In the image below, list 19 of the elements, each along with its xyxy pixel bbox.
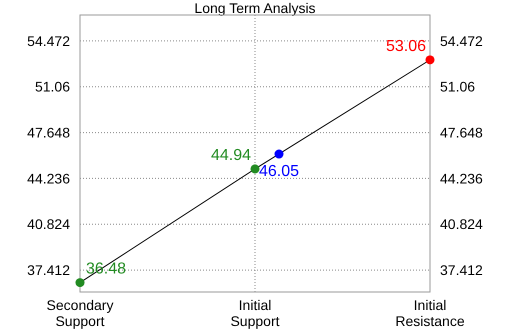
y2-tick-label: 37.412 <box>440 262 484 278</box>
x-tick-label: Secondary Support <box>46 297 114 329</box>
y2-tick-label: 51.06 <box>440 78 476 95</box>
y-tick-label: 54.472 <box>27 32 70 49</box>
y-tick-label: 44.236 <box>27 170 70 186</box>
y-tick-label: 47.648 <box>27 124 70 140</box>
y2-tick-label: 47.648 <box>440 124 484 140</box>
data-label: 53.06 <box>386 38 426 55</box>
y-tick-label: 37.412 <box>27 262 70 278</box>
y2-tick-label: 44.236 <box>440 170 484 186</box>
data-label: 46.05 <box>258 163 300 180</box>
y2-tick-label: 54.472 <box>440 32 484 49</box>
y-tick-label: 51.06 <box>34 78 70 95</box>
data-label: 44.94 <box>210 146 252 164</box>
x-tick-label: Initial Support <box>230 297 280 329</box>
chart-title: Long Term Analysis <box>194 0 316 16</box>
y2-tick-label: 40.824 <box>440 216 484 232</box>
x-tick-label: Initial Resistance <box>395 297 465 329</box>
y-tick-label: 40.824 <box>27 216 70 232</box>
